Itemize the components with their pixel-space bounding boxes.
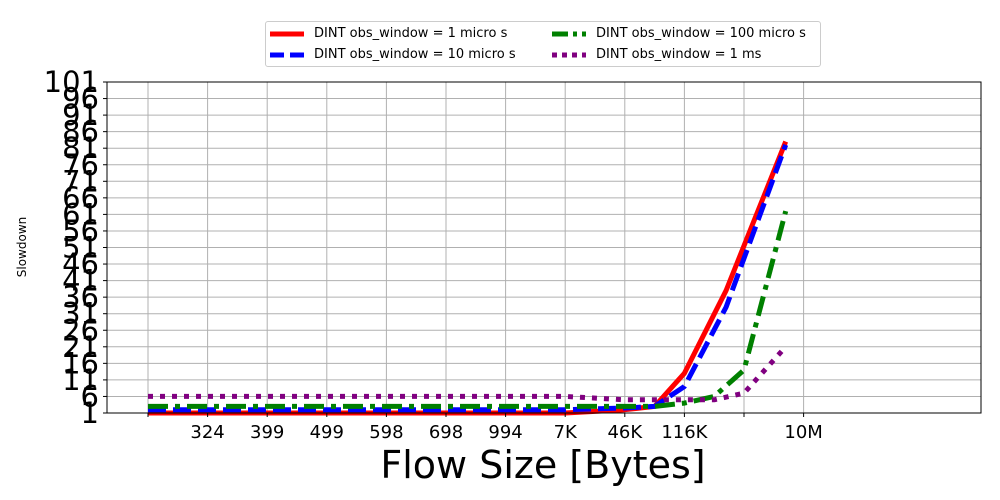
y-tick-label: 66: [62, 181, 99, 215]
legend-swatch-green-dashdot: [552, 31, 586, 37]
legend-swatch-purple-dotted: [552, 52, 586, 58]
series-line-dashdot: [148, 210, 789, 409]
y-tick-label: 51: [62, 231, 99, 265]
x-tick-label: 7K: [554, 422, 578, 443]
series-lines: [148, 140, 789, 416]
legend-label: DINT obs_window = 10 micro s: [314, 47, 516, 62]
y-tick-label: 26: [62, 313, 99, 347]
y-tick-label: 71: [62, 164, 99, 198]
y-tick-label: 91: [62, 98, 99, 132]
y-axis-label: Slowdown: [15, 217, 29, 278]
y-tick-label: 41: [62, 264, 99, 298]
y-tick-label: 31: [62, 297, 99, 331]
x-tick-label: 994: [488, 422, 522, 443]
y-tick-label: 46: [62, 247, 99, 281]
series-line-dotted: [148, 345, 788, 403]
y-tick-label: 81: [62, 131, 99, 165]
y-tick-label: 101: [44, 65, 99, 99]
x-tick-label: 698: [429, 422, 463, 443]
x-tick-label: 499: [310, 422, 344, 443]
y-tick-label: 86: [62, 115, 99, 149]
y-tick-label: 76: [62, 148, 99, 182]
y-tick-label: 61: [62, 197, 99, 231]
x-axis-ticks: 324 399 499 598 698 994 7K 46K 116K 10M: [147, 413, 823, 443]
grid: [107, 81, 981, 414]
y-tick-label: 56: [62, 214, 99, 248]
x-tick-label: 116K: [661, 422, 708, 443]
y-tick-label: 36: [62, 280, 99, 314]
y-tick-label: 1: [81, 396, 99, 430]
legend: DINT obs_window = 1 micro s DINT obs_win…: [265, 21, 821, 67]
x-tick-label: 46K: [607, 422, 643, 443]
y-tick-label: 6: [81, 379, 99, 413]
legend-label: DINT obs_window = 1 ms: [596, 47, 762, 62]
y-tick-label: 21: [62, 330, 99, 364]
x-tick-label: 598: [369, 422, 403, 443]
legend-label: DINT obs_window = 100 micro s: [596, 26, 806, 41]
legend-swatch-red-solid: [270, 31, 304, 37]
legend-swatch-blue-dashed: [270, 52, 304, 58]
y-tick-label: 16: [62, 346, 99, 380]
y-tick-label: 96: [62, 82, 99, 116]
series-line-dashed: [148, 144, 789, 413]
x-tick-label: 399: [250, 422, 284, 443]
x-axis-label: Flow Size [Bytes]: [380, 443, 705, 487]
legend-label: DINT obs_window = 1 micro s: [314, 26, 508, 41]
y-tick-label: 11: [62, 363, 99, 397]
x-tick-label: 324: [190, 422, 224, 443]
y-axis-ticks: 1611162126313641465156616671768186919610…: [44, 65, 107, 430]
x-tick-label: 10M: [784, 422, 822, 443]
